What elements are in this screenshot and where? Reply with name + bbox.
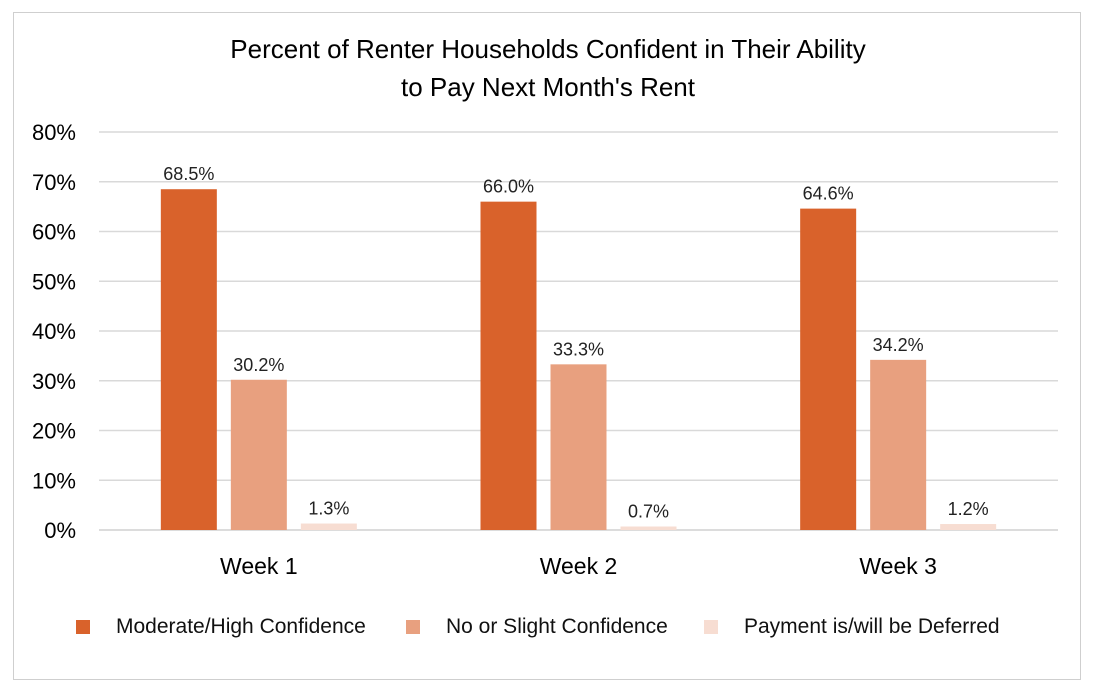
legend-item: No or Slight Confidence bbox=[406, 612, 668, 642]
data-label: 0.7% bbox=[628, 502, 669, 522]
legend-label: Moderate/High Confidence bbox=[116, 615, 366, 638]
chart-title-line-2: to Pay Next Month's Rent bbox=[401, 72, 695, 102]
y-tick-label: 0% bbox=[44, 518, 76, 543]
bar bbox=[870, 359, 927, 530]
data-label: 64.6% bbox=[803, 184, 854, 204]
y-tick-label: 40% bbox=[32, 319, 76, 344]
chart-title: Percent of Renter Households Confident i… bbox=[0, 30, 1096, 106]
y-tick-label: 10% bbox=[32, 468, 76, 493]
data-label: 1.3% bbox=[308, 499, 349, 519]
y-tick-label: 80% bbox=[32, 120, 76, 145]
chart-title-line-1: Percent of Renter Households Confident i… bbox=[230, 34, 866, 64]
legend-label: No or Slight Confidence bbox=[446, 615, 668, 638]
data-label: 30.2% bbox=[233, 355, 284, 375]
x-tick-label: Week 2 bbox=[540, 553, 618, 579]
bar bbox=[300, 523, 357, 530]
y-tick-label: 30% bbox=[32, 369, 76, 394]
chart-legend: Moderate/High Confidence No or Slight Con… bbox=[0, 612, 1096, 642]
legend-swatch bbox=[704, 620, 718, 634]
bar bbox=[550, 364, 607, 530]
bar bbox=[620, 526, 677, 530]
y-tick-label: 20% bbox=[32, 419, 76, 444]
bar bbox=[480, 201, 537, 530]
x-tick-label: Week 3 bbox=[859, 553, 937, 579]
x-tick-label: Week 1 bbox=[220, 553, 298, 579]
data-label: 33.3% bbox=[553, 339, 604, 359]
y-tick-label: 70% bbox=[32, 170, 76, 195]
legend-swatch bbox=[76, 620, 90, 634]
y-tick-label: 50% bbox=[32, 269, 76, 294]
legend-item: Payment is/will be Deferred bbox=[704, 612, 1000, 642]
bar bbox=[160, 189, 217, 530]
legend-label: Payment is/will be Deferred bbox=[744, 615, 1000, 638]
data-label: 34.2% bbox=[873, 335, 924, 355]
data-label: 66.0% bbox=[483, 177, 534, 197]
bar bbox=[230, 379, 287, 530]
bar bbox=[940, 524, 997, 530]
y-tick-label: 60% bbox=[32, 220, 76, 245]
legend-swatch bbox=[406, 620, 420, 634]
data-label: 1.2% bbox=[948, 499, 989, 519]
bar bbox=[800, 208, 857, 531]
data-label: 68.5% bbox=[163, 164, 214, 184]
legend-item: Moderate/High Confidence bbox=[76, 612, 366, 642]
